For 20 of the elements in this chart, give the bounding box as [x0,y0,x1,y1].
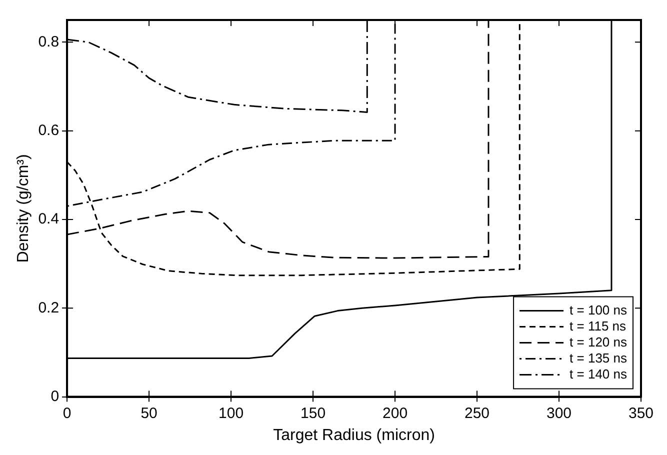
x-tick-label: 200 [382,404,408,422]
legend-label: t = 120 ns [570,334,628,350]
x-tick-label: 350 [628,404,654,422]
y-axis-title: Density (g/cm³) [15,154,32,263]
x-tick-label: 150 [300,404,326,422]
legend-label: t = 140 ns [570,366,628,382]
x-tick-label: 250 [464,404,490,422]
y-tick-label: 0.2 [38,299,60,316]
y-tick-label: 0.6 [38,122,60,139]
y-tick-label: 0 [50,388,60,405]
legend-label: t = 135 ns [570,350,628,366]
x-tick-label: 50 [140,404,158,422]
x-tick-label: 300 [546,404,572,422]
legend-label: t = 100 ns [570,302,628,318]
legend-label: t = 115 ns [570,318,627,334]
x-axis-title: Target Radius (micron) [273,426,435,444]
y-tick-label: 0.8 [38,33,60,50]
y-tick-label: 0.4 [38,210,60,228]
x-tick-label: 0 [62,404,72,422]
x-tick-label: 100 [218,404,244,422]
